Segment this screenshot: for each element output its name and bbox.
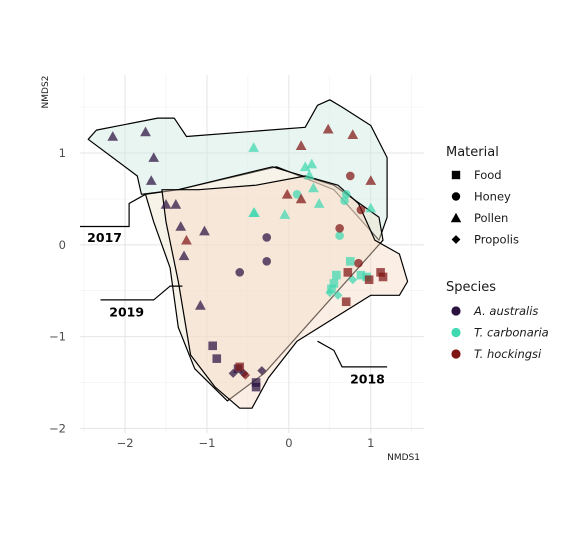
point-pollen [175, 221, 187, 231]
point-honey [340, 196, 349, 206]
callout-line-2018 [317, 340, 388, 368]
group-label-2017: 2017 [87, 230, 122, 245]
y-tick-label: 1 [59, 146, 66, 160]
point-honey [262, 257, 272, 266]
point-propolis [257, 366, 267, 376]
legend-label-propolis: Propolis [474, 233, 519, 247]
point-pollen [279, 209, 291, 219]
y-axis-title: NMDS2 [41, 76, 51, 109]
point-pollen [365, 202, 377, 213]
legend-key-propolis [451, 235, 461, 244]
callout-line-2019 [100, 285, 183, 301]
group-callouts: 2017 2019 2018 [80, 193, 388, 386]
point-honey [335, 231, 344, 240]
point-propolis [240, 370, 250, 380]
group-hulls [87, 99, 409, 409]
point-pollen [199, 225, 210, 236]
legend-key-species [451, 306, 461, 316]
point-pollen [295, 193, 307, 204]
legend-label-species: A. australis [473, 304, 538, 318]
group-label-2018: 2018 [350, 371, 385, 386]
y-tick-label: −2 [49, 421, 66, 435]
legend-key-food [451, 170, 461, 180]
point-pollen [178, 250, 190, 261]
point-honey [262, 233, 272, 242]
group-label-2019: 2019 [109, 304, 144, 319]
point-pollen [181, 234, 192, 245]
point-food [364, 275, 374, 285]
point-honey [235, 268, 245, 277]
x-tick-label: 0 [285, 436, 292, 450]
legend-species-title: Species [446, 280, 496, 295]
point-food [378, 272, 388, 282]
legend-key-honey [451, 192, 461, 201]
legend-label-species: T. hockingsi [474, 347, 542, 361]
point-pollen [295, 140, 307, 150]
point-food [212, 354, 222, 363]
point-food [356, 270, 366, 280]
point-food [251, 382, 261, 392]
point-food [329, 279, 339, 288]
point-pollen [160, 199, 172, 209]
x-tick-label: −2 [117, 436, 134, 450]
point-propolis [348, 275, 358, 285]
y-tick-label: −1 [49, 330, 66, 344]
point-food [341, 297, 351, 307]
point-pollen [140, 126, 151, 137]
x-tick-label: −1 [198, 436, 215, 450]
legend-key-species [451, 349, 461, 359]
point-honey [356, 205, 366, 215]
hull-2019 [144, 166, 384, 402]
point-pollen [170, 199, 182, 209]
data-points [107, 123, 388, 392]
point-food [343, 268, 353, 277]
point-food [327, 284, 336, 294]
point-honey [341, 190, 351, 199]
legend: Material Food Honey Pollen Propolis Species… [446, 145, 549, 361]
legend-label-species: T. carbonaria [474, 326, 549, 340]
point-pollen [107, 131, 119, 141]
point-propolis [333, 290, 343, 300]
point-pollen [195, 300, 206, 310]
point-propolis [325, 288, 335, 298]
point-honey [292, 190, 302, 199]
legend-label-pollen: Pollen [474, 211, 508, 225]
point-food [251, 378, 261, 387]
point-pollen [365, 175, 377, 185]
legend-material-title: Material [446, 145, 499, 160]
x-tick-label: 1 [367, 436, 374, 450]
point-pollen [322, 123, 334, 134]
point-pollen [308, 182, 319, 193]
point-food [332, 270, 341, 280]
point-pollen [145, 175, 157, 185]
point-honey [345, 171, 355, 181]
point-food [208, 341, 217, 351]
point-pollen [313, 198, 325, 208]
axes: −2 −1 0 1 −2 −1 0 1 [49, 146, 374, 450]
point-pollen [281, 188, 293, 199]
point-pollen [248, 207, 260, 217]
callout-line-2017 [80, 193, 146, 228]
legend-key-species [451, 327, 461, 338]
point-pollen [303, 169, 315, 180]
legend-key-pollen [450, 212, 462, 223]
point-honey [354, 258, 363, 268]
y-tick-label: 0 [59, 238, 66, 252]
hull-2018 [161, 175, 409, 409]
point-honey [335, 223, 344, 233]
point-food [235, 362, 245, 372]
point-pollen [306, 158, 318, 169]
legend-label-food: Food [474, 168, 502, 182]
point-food [345, 257, 355, 266]
legend-label-honey: Honey [474, 190, 511, 204]
point-pollen [347, 129, 359, 139]
point-pollen [148, 152, 160, 162]
x-axis-title: NMDS1 [387, 453, 420, 463]
point-pollen [299, 161, 311, 172]
point-pollen [248, 142, 260, 152]
point-food [376, 268, 385, 277]
